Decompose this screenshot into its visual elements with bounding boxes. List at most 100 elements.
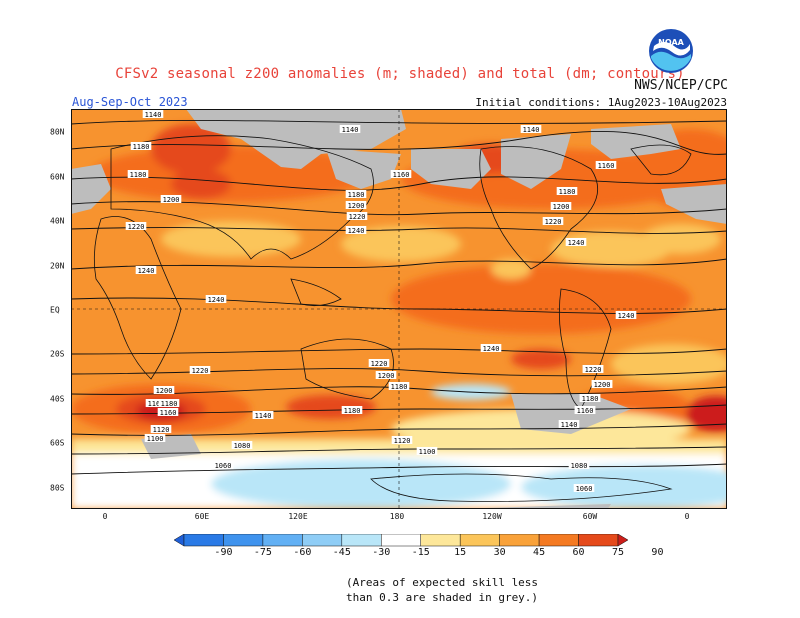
contour-line — [71, 201, 727, 216]
low-skill-region — [501, 134, 571, 189]
contour-label: 1200 — [348, 202, 365, 210]
contour-label-bg — [189, 366, 211, 374]
contour-label-bg — [582, 365, 604, 373]
lat-tick: 80N — [50, 127, 65, 137]
contour-label: 1200 — [553, 203, 570, 211]
contour-line — [71, 119, 727, 125]
colorbar-tick-label: -45 — [332, 547, 351, 558]
contour-label: 1140 — [561, 421, 578, 429]
contour-label-bg — [391, 436, 413, 444]
colorbar-swatch — [578, 534, 619, 547]
contour-label-bg — [339, 125, 361, 133]
contour-line — [71, 227, 727, 234]
anomaly-max — [151, 124, 231, 174]
colorbar-swatch — [499, 534, 540, 547]
contour-label-bg — [135, 266, 157, 274]
lon-tick: 120W — [482, 512, 502, 521]
contour-label-bg — [345, 190, 367, 198]
contour-label-bg — [346, 212, 368, 220]
colorbar-swatch — [341, 534, 382, 547]
colorbar-swatch — [459, 534, 500, 547]
skill-note: (Areas of expected skill less than 0.3 a… — [346, 575, 538, 605]
anomaly-low — [341, 226, 461, 262]
low-skill-region — [661, 184, 727, 224]
lat-tick: 60S — [50, 438, 65, 448]
contour-label-bg — [252, 411, 274, 419]
contour-label: 1220 — [545, 218, 562, 226]
contour-label: 1160 — [598, 162, 615, 170]
contour-label: 1100 — [147, 435, 164, 443]
colorbar-tick-label: 60 — [572, 547, 585, 558]
contour-label: 1160 — [577, 407, 594, 415]
contour-label: 1240 — [348, 227, 365, 235]
contour-label-bg — [565, 238, 587, 246]
africa-coastline — [93, 216, 182, 380]
anomaly-patch — [391, 264, 691, 334]
skill-note-line: than 0.3 are shaded in grey.) — [346, 591, 539, 604]
map-frame — [71, 109, 727, 509]
lon-tick: 120E — [288, 512, 308, 521]
contour-label-bg — [542, 217, 564, 225]
lat-tick: 40S — [50, 394, 65, 404]
contour-label-bg — [144, 434, 166, 442]
colorbar-tick-label: -90 — [214, 547, 233, 558]
contour-line — [71, 404, 727, 415]
contour-label: 1140 — [145, 111, 162, 119]
agency-label: NWS/NCEP/CPC — [634, 78, 728, 93]
lat-tick: EQ — [50, 305, 60, 315]
contour-label: 1080 — [234, 442, 251, 450]
contour-label-bg — [573, 484, 595, 492]
low-skill-region — [186, 109, 406, 169]
contour-label-bg — [390, 170, 412, 178]
contour-label-bg — [125, 222, 147, 230]
colorbar-swatch — [302, 534, 343, 547]
lon-tick: 60E — [194, 512, 210, 521]
contour-label: 1240 — [483, 345, 500, 353]
anomaly-max — [171, 169, 231, 199]
contour-label-bg — [416, 447, 438, 455]
contour-label-bg — [145, 399, 167, 407]
contour-label: 1120 — [153, 426, 170, 434]
contour-label: 1180 — [559, 188, 576, 196]
contour-label: 1060 — [576, 485, 593, 493]
low-skill-region — [326, 149, 401, 189]
contour-line — [71, 258, 727, 270]
colorbar-tick-label: 90 — [651, 547, 664, 558]
season-label: Aug-Sep-Oct 2023 — [72, 95, 188, 109]
contour-label: 1180 — [344, 407, 361, 415]
contour-label: 1180 — [348, 191, 365, 199]
colorbar-tick-label: 75 — [611, 547, 625, 558]
colorbar-tick-label: 45 — [533, 547, 546, 558]
contour-label: 1100 — [419, 448, 436, 456]
contour-label: 1080 — [571, 462, 588, 470]
anomaly-map: 1140 1140 1140 1180 1180 1200 1220 1240 1180 1200… — [71, 109, 727, 509]
anomaly-negative — [521, 465, 727, 509]
contour-label: 1180 — [133, 143, 150, 151]
colorbar-swatch — [262, 534, 303, 547]
colorbar-extend-high — [617, 534, 628, 547]
contour-label: 1240 — [618, 312, 635, 320]
low-skill-region — [591, 124, 681, 159]
anomaly-negative — [211, 459, 511, 509]
contour-label: 1240 — [208, 296, 225, 304]
low-skill-region — [511, 394, 631, 434]
contour-label-bg — [520, 125, 542, 133]
contour-label-bg — [153, 386, 175, 394]
eurasia-coastline — [110, 135, 374, 260]
colorbar-extend-low — [174, 534, 185, 547]
colorbar-tick-label: -60 — [293, 547, 312, 558]
contour-label-bg — [345, 201, 367, 209]
contour-label-bg — [212, 461, 234, 469]
greenland-coastline — [630, 144, 692, 176]
contour-label: 1220 — [349, 213, 366, 221]
anomaly-low — [491, 259, 531, 279]
contour-label-bg — [157, 408, 179, 416]
chart-title: CFSv2 seasonal z200 anomalies (m; shaded… — [115, 66, 685, 82]
anomaly-max — [286, 395, 376, 419]
contour-label-bg — [231, 441, 253, 449]
contour-label-bg — [579, 394, 601, 402]
contour-label-bg — [341, 406, 363, 414]
contour-label: 1140 — [342, 126, 359, 134]
contour-label-bg — [345, 226, 367, 234]
antarctica-coastline — [370, 473, 673, 502]
